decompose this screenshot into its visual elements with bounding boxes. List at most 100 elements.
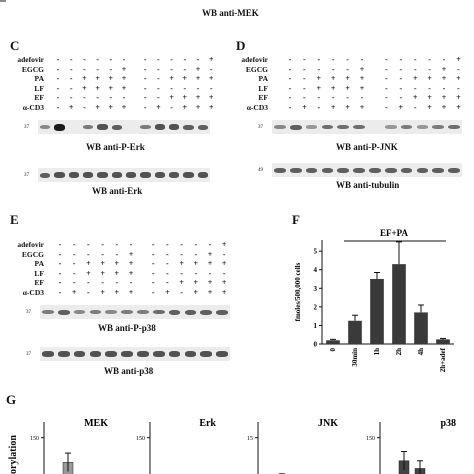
condition-sign: +: [456, 102, 461, 112]
condition-sign: +: [441, 102, 447, 112]
y-tick-label: 3: [314, 285, 318, 293]
condition-sign: +: [359, 102, 365, 112]
y-tick-label: 5: [314, 248, 318, 256]
condition-sign: -: [166, 268, 169, 278]
blot-band: [321, 167, 334, 173]
condition-sign: +: [441, 74, 447, 83]
condition-sign: +: [359, 64, 365, 74]
condition-sign: +: [221, 259, 227, 268]
condition-sign: +: [95, 102, 100, 112]
condition-sign: -: [58, 240, 62, 249]
blot-band: [121, 309, 133, 315]
blot-band: [169, 172, 180, 178]
blot-band: [337, 124, 350, 130]
condition-sign: -: [317, 64, 321, 74]
condition-sign: -: [143, 64, 147, 74]
blot-band: [305, 167, 318, 173]
condition-sign: -: [183, 64, 187, 74]
blot-band: [57, 309, 70, 315]
condition-sign: +: [330, 102, 336, 112]
condition-sign: +: [398, 102, 404, 112]
condition-sign: -: [170, 102, 173, 112]
condition-sign: -: [385, 64, 388, 74]
condition-sign: +: [100, 259, 105, 268]
panel-d-blot-tubulin: [272, 163, 462, 177]
condition-sign: +: [193, 278, 199, 287]
panel-letter-f: F: [292, 212, 300, 227]
condition-sign: -: [331, 93, 335, 102]
y-tick-label: 150: [136, 436, 145, 442]
condition-sign: -: [115, 278, 119, 287]
blot-band: [105, 351, 118, 357]
panel-letter-c: C: [10, 38, 20, 53]
condition-sign: -: [399, 55, 403, 64]
condition-label: EGCG: [21, 64, 44, 74]
blot-band: [105, 310, 118, 314]
condition-sign: -: [122, 93, 126, 102]
blot-band: [152, 351, 165, 357]
condition-sign: -: [69, 74, 73, 83]
condition-sign: -: [143, 102, 147, 112]
panel-c-condition-table: adefovir - - - - - - - - - - - + EGCG - - - - - + - - - - + - PA - -…: [4, 55, 224, 113]
blot-band: [353, 167, 365, 173]
blot-band: [200, 351, 213, 357]
condition-sign: -: [166, 249, 169, 259]
panel-c-mw-marker-2: 37: [24, 173, 29, 178]
condition-sign: -: [115, 249, 119, 259]
condition-sign: -: [83, 93, 86, 102]
blot-band: [137, 309, 149, 315]
condition-sign: -: [151, 259, 155, 268]
blot-band: [89, 309, 102, 315]
condition-sign: -: [166, 259, 169, 268]
condition-sign: -: [413, 64, 417, 74]
condition-sign: +: [182, 74, 188, 83]
panel-c-caption-erk: WB anti-Erk: [92, 186, 143, 196]
condition-sign: +: [100, 268, 105, 278]
condition-sign: -: [101, 278, 104, 287]
condition-label: adefovir: [17, 240, 44, 249]
condition-sign: -: [288, 93, 292, 102]
bar: [348, 320, 362, 344]
condition-sign: +: [121, 64, 127, 74]
blot-band: [321, 124, 334, 130]
condition-sign: +: [221, 278, 227, 287]
condition-sign: +: [345, 102, 350, 112]
condition-sign: +: [221, 287, 227, 297]
condition-sign: +: [114, 287, 120, 297]
condition-sign: -: [360, 55, 364, 64]
condition-sign: -: [303, 64, 306, 74]
caption-anti-mek: WB anti-MEK: [202, 8, 259, 18]
condition-sign: -: [288, 55, 292, 64]
panel-g-chart-mek: MEK100150: [30, 418, 108, 474]
blot-band: [200, 309, 213, 315]
blot-band: [169, 124, 180, 130]
condition-sign: -: [151, 268, 155, 278]
condition-sign: -: [157, 74, 160, 83]
blot-band: [97, 172, 108, 178]
x-tick-label: 30min: [351, 348, 359, 367]
condition-sign: -: [317, 93, 321, 102]
panel-letter-d: D: [236, 38, 246, 53]
panel-c-blot-erk: [38, 168, 210, 182]
blot-band: [83, 124, 94, 130]
panel-e-blot-p-p38: [40, 305, 230, 319]
condition-sign: +: [359, 74, 365, 83]
blot-band: [89, 351, 102, 357]
condition-sign: -: [143, 74, 147, 83]
condition-sign: +: [456, 74, 461, 83]
blot-band: [337, 167, 350, 173]
panel-d-blot-p-jnk: [272, 120, 462, 134]
y-axis-label: fmoles/500,000 cells: [294, 262, 302, 321]
condition-sign: +: [169, 74, 174, 83]
condition-sign: +: [82, 74, 87, 83]
condition-sign: -: [413, 83, 417, 93]
condition-sign: -: [317, 102, 321, 112]
condition-sign: -: [87, 278, 90, 287]
condition-sign: -: [457, 83, 460, 93]
blot-band: [57, 351, 70, 357]
condition-sign: -: [151, 249, 155, 259]
chart-title: Erk: [199, 418, 216, 429]
condition-sign: +: [345, 74, 350, 83]
condition-sign: -: [399, 64, 403, 74]
blot-band: [197, 172, 208, 178]
